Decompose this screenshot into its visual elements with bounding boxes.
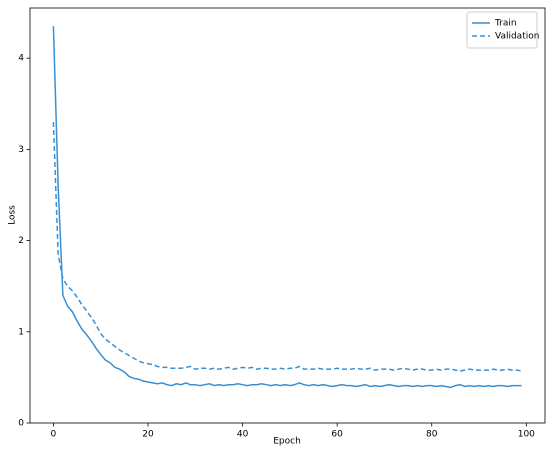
legend-label: Validation [495, 32, 539, 42]
series-line [52, 121, 522, 372]
y-tick-label: 3 [18, 145, 24, 155]
series-line [52, 26, 522, 389]
x-tick-label: 80 [426, 430, 438, 440]
x-tick-label: 20 [142, 430, 154, 440]
legend-label: Train [494, 19, 517, 29]
x-tick-label: 0 [51, 430, 57, 440]
y-tick-label: 1 [18, 327, 24, 337]
x-axis-label: Epoch [273, 437, 301, 447]
x-tick-label: 60 [331, 430, 343, 440]
y-tick-label: 2 [18, 236, 24, 246]
x-tick-label: 100 [518, 430, 535, 440]
legend-box [466, 11, 538, 49]
y-axis-label: Loss [8, 205, 18, 225]
y-tick-label: 4 [18, 54, 24, 64]
y-tick-label: 0 [18, 419, 24, 429]
x-tick-label: 40 [237, 430, 249, 440]
plot-frame [29, 7, 546, 424]
